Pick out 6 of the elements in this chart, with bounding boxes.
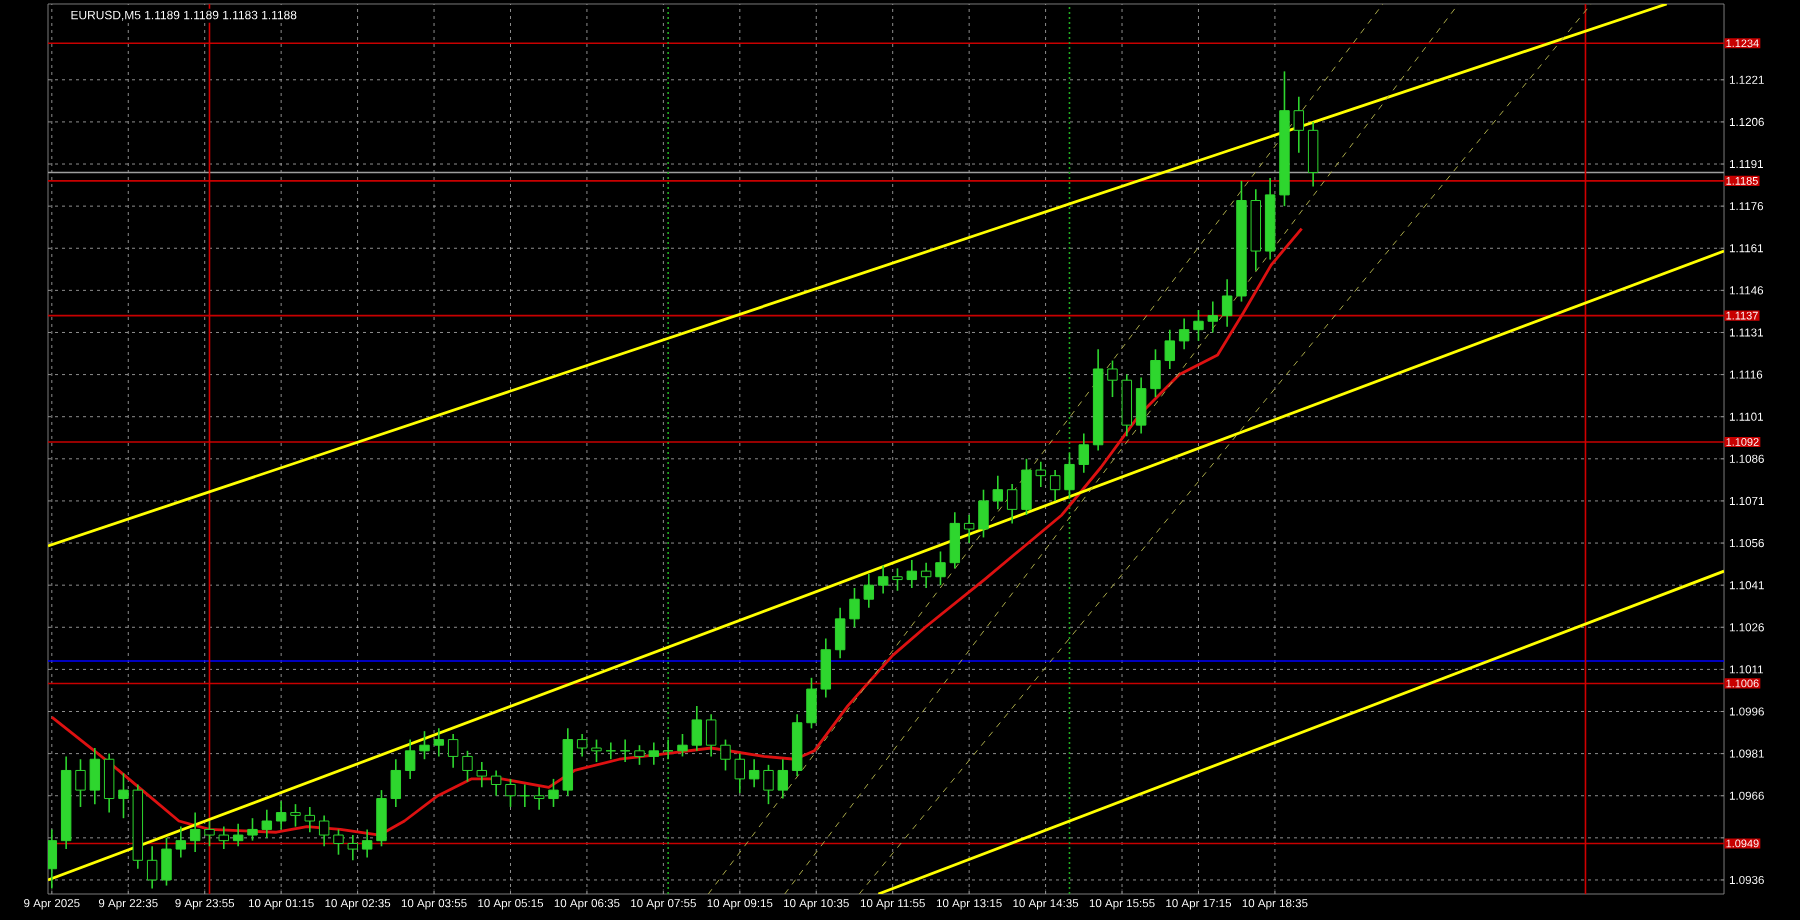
- candlestick: [1307, 121, 1319, 188]
- candlestick: [605, 741, 617, 761]
- candlestick: [48, 828, 58, 890]
- candlestick: [662, 738, 674, 761]
- candlestick: [519, 783, 531, 808]
- candlestick: [619, 738, 631, 763]
